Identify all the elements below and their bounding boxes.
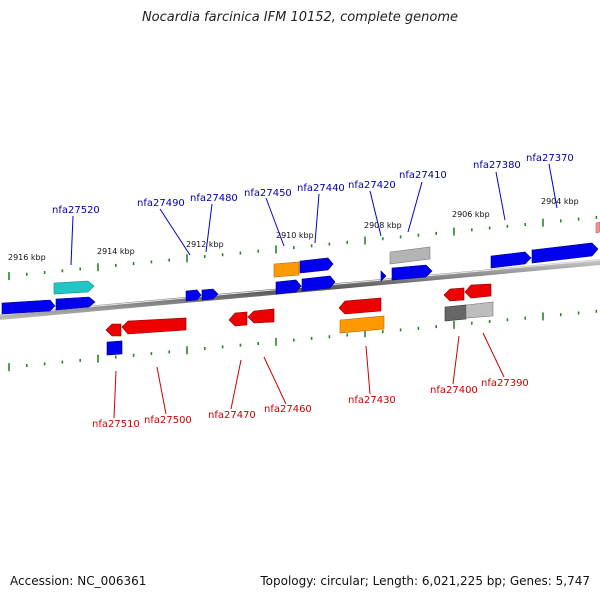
gene-box-gray[interactable] (389, 246, 431, 265)
gene-arrow-forward[interactable] (185, 289, 202, 302)
gene-label[interactable]: nfa27460 (264, 404, 312, 415)
gene-arrow-reverse[interactable] (464, 283, 492, 299)
gene-box-forward-small[interactable] (106, 340, 123, 356)
gene-arrow-forward[interactable] (391, 264, 433, 281)
gene-label[interactable]: nfa27410 (399, 170, 447, 181)
map-title: Nocardia farcinica IFM 10152, complete g… (141, 10, 459, 25)
genome-stats-text: Topology: circular; Length: 6,021,225 bp… (260, 574, 590, 588)
gene-label[interactable]: nfa27480 (190, 193, 238, 204)
gene-arrow-forward[interactable] (380, 270, 387, 282)
gene-arrow-reverse[interactable] (247, 308, 275, 324)
scale-label: 2908 kbp (364, 221, 402, 230)
features-reverse (105, 283, 494, 356)
gene-box-partial[interactable] (595, 221, 600, 234)
label-lines-bottom (113, 332, 505, 419)
gene-label[interactable]: nfa27440 (297, 183, 345, 194)
scale-label: 2910 kbp (276, 231, 314, 240)
features-forward-inner (1, 264, 433, 315)
label-lines-top (70, 163, 558, 266)
gene-arrow-forward[interactable] (490, 251, 532, 269)
gene-arrow-reverse[interactable] (121, 317, 187, 335)
gene-box-darkgray[interactable] (444, 304, 467, 322)
gene-box-gray[interactable] (465, 301, 494, 319)
accession-text: Accession: NC_006361 (10, 574, 147, 588)
gene-arrow-forward[interactable] (201, 288, 219, 301)
gene-arrow-forward[interactable] (275, 279, 302, 295)
features-forward-outer (53, 221, 600, 295)
gene-arrow-reverse[interactable] (443, 287, 465, 302)
gene-label[interactable]: nfa27370 (526, 153, 574, 164)
gene-label[interactable]: nfa27380 (473, 160, 521, 171)
scale-label: 2916 kbp (8, 253, 46, 262)
gene-label[interactable]: nfa27500 (144, 415, 192, 426)
scale-label: 2906 kbp (452, 210, 490, 219)
gene-arrow-cyan[interactable] (53, 280, 95, 295)
scale-label: 2912 kbp (186, 240, 224, 249)
gene-arrow-forward[interactable] (299, 257, 334, 274)
gene-arrow-forward[interactable] (1, 299, 56, 315)
gene-labels-top: nfa27520 nfa27490 nfa27480 nfa27450 nfa2… (52, 153, 574, 216)
gene-arrow-reverse[interactable] (105, 323, 122, 337)
scale-ticks-bottom (8, 309, 598, 372)
gene-label[interactable]: nfa27510 (92, 419, 140, 430)
gene-label[interactable]: nfa27450 (244, 188, 292, 199)
scale-label: 2914 kbp (97, 247, 135, 256)
gene-label[interactable]: nfa27420 (348, 180, 396, 191)
scale-label: 2904 kbp (541, 197, 579, 206)
gene-arrow-forward[interactable] (301, 275, 336, 292)
gene-box-orange[interactable] (273, 261, 300, 278)
gene-label[interactable]: nfa27400 (430, 385, 478, 396)
gene-label[interactable]: nfa27390 (481, 378, 529, 389)
gene-label[interactable]: nfa27470 (208, 410, 256, 421)
gene-arrow-forward[interactable] (55, 296, 96, 311)
gene-label[interactable]: nfa27520 (52, 205, 100, 216)
gene-label[interactable]: nfa27430 (348, 395, 396, 406)
gene-box-orange[interactable] (339, 315, 385, 334)
gene-arrow-forward[interactable] (531, 242, 599, 264)
gene-label[interactable]: nfa27490 (137, 198, 185, 209)
gene-arrow-reverse[interactable] (338, 297, 382, 315)
scale-ticks-top (8, 215, 598, 281)
scale-labels: 2916 kbp 2914 kbp 2912 kbp 2910 kbp 2908… (8, 197, 579, 262)
gene-labels-bottom: nfa27510 nfa27500 nfa27470 nfa27460 nfa2… (92, 378, 529, 430)
gene-arrow-reverse[interactable] (228, 311, 248, 327)
